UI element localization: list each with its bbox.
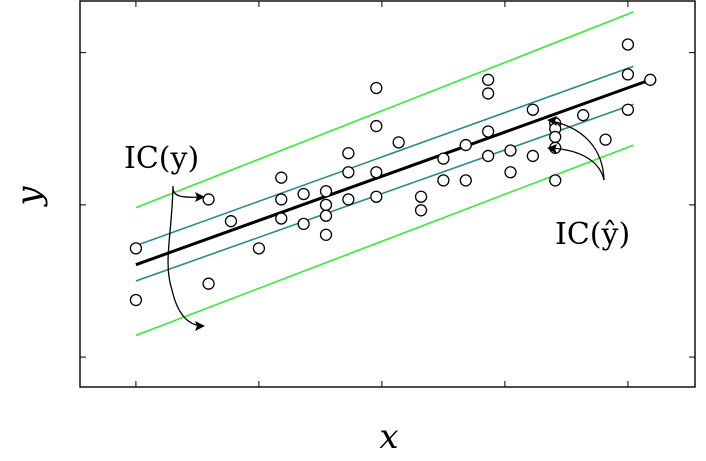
data-point-5	[252, 242, 266, 255]
data-point-39	[549, 130, 562, 144]
data-point-42	[577, 109, 590, 122]
data-point-9	[297, 217, 310, 231]
data-point-8	[275, 212, 288, 225]
data-point-23	[414, 204, 428, 217]
data-point-17	[342, 147, 355, 160]
data-point-2	[202, 193, 215, 206]
annotation-ic-y: IC(y)	[124, 141, 199, 176]
plot-frame	[79, 0, 696, 388]
arrowhead-ic-y-lower	[195, 321, 205, 331]
data-point-18	[370, 166, 383, 179]
data-point-31	[481, 87, 495, 100]
data-point-16	[342, 193, 355, 206]
annotation-ic-yhat: IC(ŷ)	[555, 217, 630, 252]
arrow-ic-yhat-lower	[550, 147, 605, 181]
data-point-13	[319, 209, 333, 222]
data-point-45	[621, 68, 635, 81]
line-ci-upper	[135, 65, 634, 247]
data-point-33	[504, 166, 517, 179]
data-point-29	[481, 149, 495, 163]
data-point-1	[129, 293, 143, 307]
data-point-22	[392, 136, 405, 149]
data-point-47	[644, 73, 657, 86]
data-point-10	[297, 187, 310, 201]
line-fit	[135, 78, 651, 267]
data-point-7	[275, 193, 288, 206]
data-point-20	[370, 119, 383, 133]
annotation-arrows	[167, 116, 605, 331]
data-point-3	[202, 277, 215, 290]
data-point-46	[621, 103, 635, 116]
arrowhead-ic-y-upper	[195, 192, 205, 202]
data-point-12	[319, 198, 333, 212]
data-point-26	[437, 174, 450, 187]
arrow-ic-yhat-upper	[550, 120, 605, 181]
data-point-43	[599, 133, 612, 146]
data-point-35	[526, 103, 540, 116]
x-axis-label: x	[379, 417, 398, 457]
data-point-30	[481, 125, 495, 138]
data-point-25	[437, 152, 450, 165]
data-point-24	[414, 190, 428, 203]
arrowhead-ic-yhat-upper	[547, 116, 557, 126]
data-point-34	[504, 144, 517, 157]
data-point-27	[459, 138, 472, 152]
brace-arrow-ic-y	[167, 185, 203, 327]
data-point-6	[275, 171, 288, 184]
data-point-44	[621, 38, 635, 51]
data-point-4	[224, 215, 238, 228]
data-point-36	[526, 149, 540, 163]
line-pi-upper	[135, 11, 634, 209]
axis-ticks	[80, 1, 695, 387]
data-point-28	[459, 174, 472, 187]
data-point-11	[319, 185, 333, 198]
data-point-19	[370, 190, 383, 203]
y-axis-label: y	[9, 186, 49, 208]
data-point-41	[549, 174, 562, 187]
data-point-0	[129, 242, 143, 255]
data-point-15	[342, 166, 355, 179]
arrowhead-ic-yhat-lower	[547, 144, 557, 154]
data-point-21	[370, 81, 383, 95]
data-point-32	[481, 73, 495, 86]
plot-area	[129, 11, 657, 337]
data-point-14	[319, 228, 333, 241]
